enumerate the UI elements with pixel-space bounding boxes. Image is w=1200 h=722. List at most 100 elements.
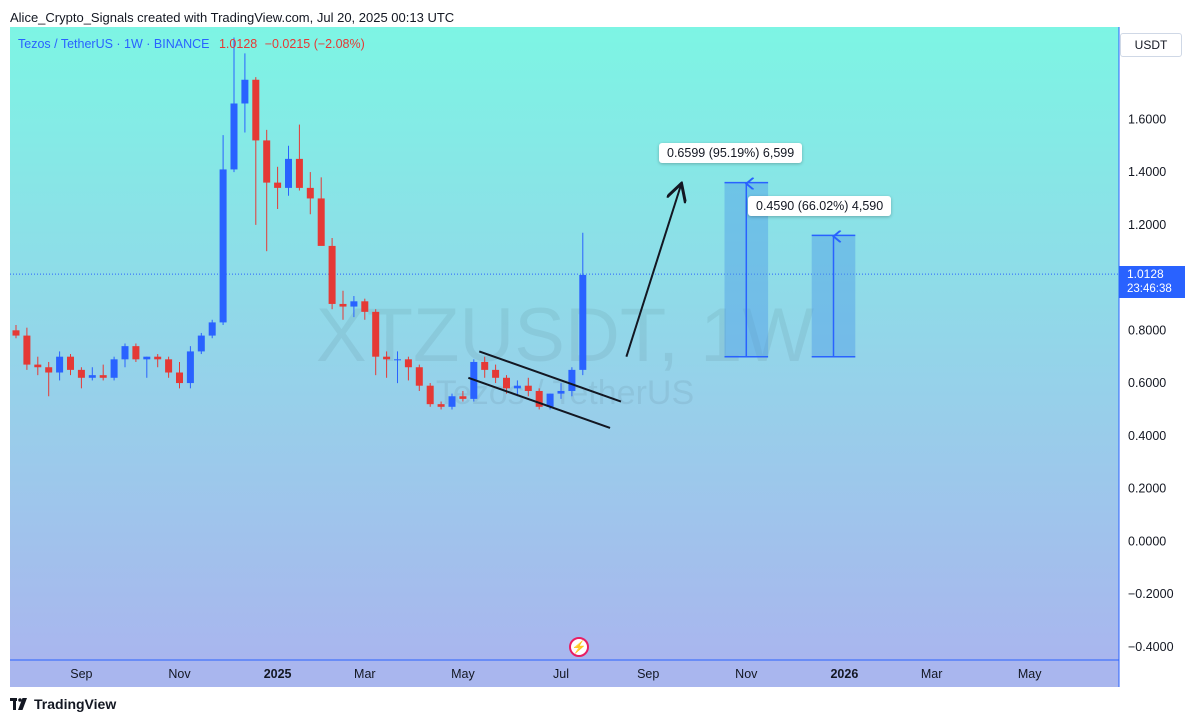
x-tick-label: Nov xyxy=(735,667,758,681)
footer-brand: TradingView xyxy=(34,696,117,712)
candle[interactable] xyxy=(415,364,423,391)
candle-body xyxy=(579,274,587,370)
watermark-ticker: XTZUSDT, 1W xyxy=(316,293,814,378)
candle[interactable] xyxy=(306,172,314,215)
candle[interactable] xyxy=(524,377,532,397)
candle-body xyxy=(154,356,162,360)
candle-body xyxy=(56,356,64,373)
candle-body xyxy=(121,346,129,360)
candle[interactable] xyxy=(481,356,489,378)
candle[interactable] xyxy=(579,232,587,376)
candle[interactable] xyxy=(317,177,325,246)
candle[interactable] xyxy=(12,325,20,339)
candle[interactable] xyxy=(165,356,173,378)
candle-body xyxy=(306,187,314,199)
candle[interactable] xyxy=(295,124,303,191)
candle[interactable] xyxy=(110,356,118,381)
x-tick-label: May xyxy=(451,667,475,681)
candle[interactable] xyxy=(143,356,151,378)
candle[interactable] xyxy=(535,388,543,410)
candle[interactable] xyxy=(426,383,434,407)
candle[interactable] xyxy=(383,351,391,378)
candle[interactable] xyxy=(448,393,456,410)
candle[interactable] xyxy=(394,351,401,384)
candle[interactable] xyxy=(361,298,369,320)
y-tick-label: −0.4000 xyxy=(1128,640,1174,654)
candle[interactable] xyxy=(23,327,31,370)
candle-body xyxy=(219,169,227,323)
channel-lower-line[interactable] xyxy=(468,376,611,429)
y-tick-label: 0.0000 xyxy=(1128,534,1166,548)
candle-body xyxy=(459,396,467,399)
candle[interactable] xyxy=(274,166,282,209)
candle-body xyxy=(230,103,238,170)
x-tick-label: Mar xyxy=(921,667,943,681)
candle-body xyxy=(404,359,412,368)
candle-body xyxy=(350,301,358,307)
candle[interactable] xyxy=(219,135,227,326)
candle-body xyxy=(535,390,543,407)
candle[interactable] xyxy=(67,354,74,376)
candle[interactable] xyxy=(404,356,412,381)
candle[interactable] xyxy=(132,343,140,362)
candle[interactable] xyxy=(513,380,521,397)
flash-icon[interactable]: ⚡ xyxy=(569,637,589,657)
candle[interactable] xyxy=(492,364,500,384)
candle[interactable] xyxy=(208,319,216,339)
candle-body xyxy=(88,375,96,378)
candle[interactable] xyxy=(241,53,249,133)
candle-body xyxy=(143,356,151,360)
candle[interactable] xyxy=(459,390,467,402)
candle-body xyxy=(23,335,31,365)
candle[interactable] xyxy=(121,343,129,368)
candle-body xyxy=(176,372,183,384)
current-price-badge: 1.0128 23:46:38 xyxy=(1119,266,1185,299)
candle[interactable] xyxy=(437,401,445,410)
legend-change: −0.0215 (−2.08%) xyxy=(264,37,365,51)
candle-body xyxy=(492,369,500,378)
candle[interactable] xyxy=(252,77,260,225)
x-tick-label: 2025 xyxy=(264,667,292,681)
y-tick-label: 1.6000 xyxy=(1128,112,1166,126)
candle[interactable] xyxy=(350,296,358,318)
candle[interactable] xyxy=(263,129,271,252)
candle[interactable] xyxy=(328,238,336,310)
candle-body xyxy=(67,356,74,370)
candle[interactable] xyxy=(285,145,292,196)
currency-label[interactable]: USDT xyxy=(1120,33,1182,57)
candle-body xyxy=(241,79,249,104)
candle-body xyxy=(285,158,292,188)
candle[interactable] xyxy=(99,364,107,381)
candle[interactable] xyxy=(230,37,238,173)
candle-body xyxy=(524,385,532,391)
channel-upper-line[interactable] xyxy=(478,350,622,403)
candle-body xyxy=(415,367,423,386)
symbol-legend[interactable]: Tezos / TetherUS · 1W · BINANCE 1.0128 −… xyxy=(18,37,365,51)
watermark-name: Tezos / TetherUS xyxy=(436,374,694,412)
candle[interactable] xyxy=(197,332,205,355)
candle[interactable] xyxy=(88,367,96,381)
chart-credit: Alice_Crypto_Signals created with Tradin… xyxy=(10,10,455,25)
legend-price: 1.0128 xyxy=(218,37,258,51)
candle[interactable] xyxy=(557,383,565,399)
candle[interactable] xyxy=(45,361,53,397)
candle-body xyxy=(45,367,53,373)
tradingview-logo-icon xyxy=(10,698,27,710)
candle-body xyxy=(328,245,336,304)
candle[interactable] xyxy=(568,367,576,397)
candle[interactable] xyxy=(372,309,380,376)
candle[interactable] xyxy=(77,367,85,389)
candle[interactable] xyxy=(56,351,64,381)
candle[interactable] xyxy=(186,346,194,389)
candle[interactable] xyxy=(176,361,183,389)
candle[interactable] xyxy=(339,290,347,320)
candle-body xyxy=(437,404,445,407)
current-price-value: 1.0128 xyxy=(1127,267,1164,282)
x-tick-label: Nov xyxy=(168,667,191,681)
breakout-arrow[interactable] xyxy=(625,185,681,357)
candle-body xyxy=(361,301,369,312)
candle[interactable] xyxy=(154,354,162,368)
candle[interactable] xyxy=(34,356,42,376)
candle-body xyxy=(132,346,140,360)
